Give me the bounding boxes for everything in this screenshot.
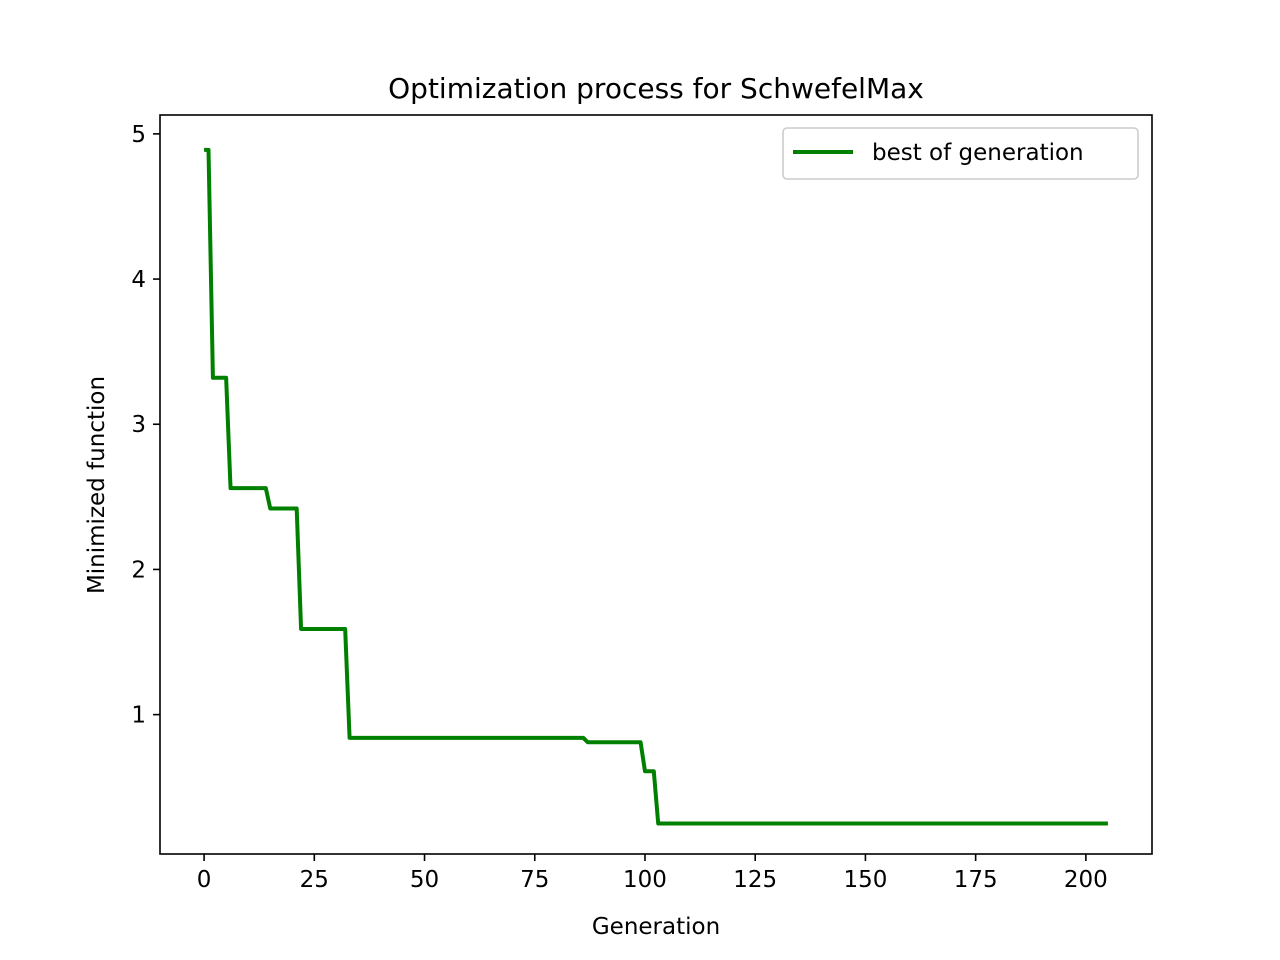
x-tick-label: 50: [410, 867, 439, 893]
x-axis-label: Generation: [592, 914, 720, 940]
x-axis-ticks: 0 25 50 75 100 125 150 175 200: [197, 854, 1108, 893]
x-tick-label: 25: [300, 867, 329, 893]
x-tick-label: 125: [733, 867, 777, 893]
x-tick-label: 150: [843, 867, 887, 893]
legend-box: [782, 127, 1139, 180]
y-tick-label: 2: [131, 557, 146, 583]
y-tick-label: 3: [131, 412, 146, 438]
y-tick-label: 4: [131, 267, 146, 293]
y-tick-label: 1: [131, 703, 146, 729]
x-tick-label: 75: [520, 867, 549, 893]
x-tick-label: 0: [197, 867, 212, 893]
x-tick-label: 200: [1064, 867, 1108, 893]
y-tick-label: 5: [131, 122, 146, 148]
plot-area-frame: [159, 114, 1153, 855]
legend-label: best of generation: [872, 140, 1084, 166]
series-line-0: [204, 147, 1108, 826]
x-tick-label: 100: [623, 867, 667, 893]
x-tick-label: 175: [954, 867, 998, 893]
y-axis-ticks: 1 2 3 4 5: [131, 122, 160, 729]
y-axis-label: Minimized function: [84, 376, 110, 594]
series-layer: [204, 147, 1108, 826]
chart-title: Optimization process for SchwefelMax: [388, 72, 924, 105]
legend: best of generation: [782, 127, 1139, 180]
